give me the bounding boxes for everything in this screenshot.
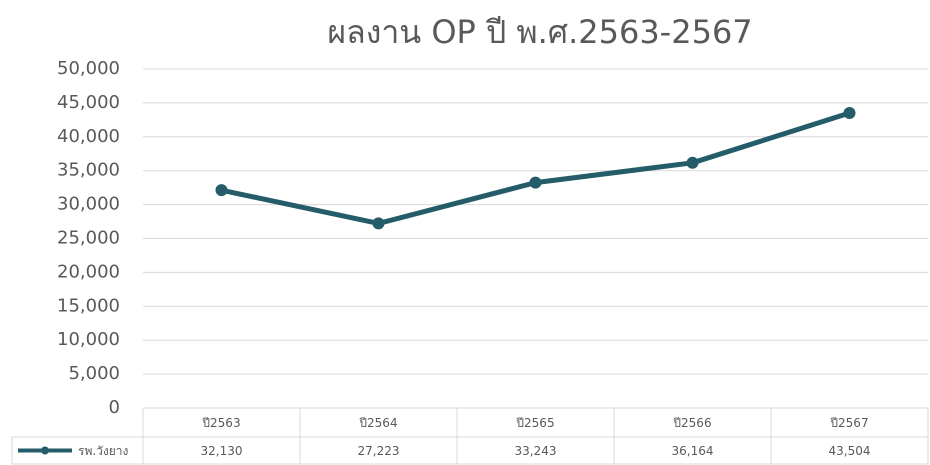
point (843, 107, 856, 120)
y-tick-label: 0 (109, 397, 120, 418)
table-value: 33,243 (515, 444, 557, 458)
y-tick-label: 45,000 (57, 92, 120, 113)
point (372, 217, 385, 230)
y-tick-label: 40,000 (57, 126, 120, 147)
x-tick-label: ปี2564 (359, 416, 398, 430)
y-tick-label: 10,000 (57, 329, 120, 350)
table-value: 36,164 (672, 444, 714, 458)
x-tick-label: ปี2563 (202, 416, 241, 430)
y-tick-label: 35,000 (57, 160, 120, 181)
y-tick-label: 15,000 (57, 295, 120, 316)
table-value: 27,223 (358, 444, 400, 458)
y-tick-label: 25,000 (57, 228, 120, 249)
y-tick-label: 30,000 (57, 194, 120, 215)
point (686, 156, 699, 169)
chart-title: ผลงาน OP ปี พ.ศ.2563-2567 (327, 13, 752, 51)
x-tick-label: ปี2567 (830, 416, 869, 430)
table-value: 32,130 (201, 444, 243, 458)
legend-label: รพ.วังยาง (78, 444, 128, 458)
x-tick-label: ปี2566 (673, 416, 712, 430)
legend-marker (41, 446, 49, 455)
y-tick-label: 20,000 (57, 261, 120, 282)
y-tick-label: 50,000 (57, 58, 120, 79)
point (215, 184, 228, 197)
y-tick-label: 5,000 (68, 363, 120, 384)
point (529, 176, 542, 189)
x-tick-label: ปี2565 (516, 416, 555, 430)
table-value: 43,504 (829, 444, 871, 458)
